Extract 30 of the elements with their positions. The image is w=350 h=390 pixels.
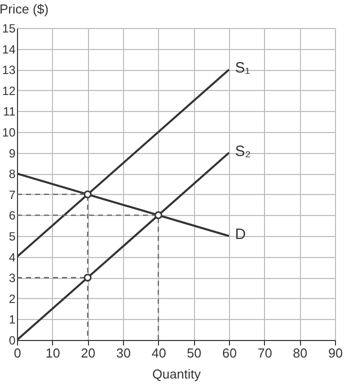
y-tick-label: 0 [8, 334, 16, 348]
y-tick-label: 6 [8, 208, 16, 223]
y-tick-label: 9 [8, 146, 16, 160]
x-tick-label: 20 [80, 346, 96, 360]
y-tick-label: 2 [8, 292, 16, 306]
x-tick-label: 30 [116, 346, 131, 360]
y-tick-label: 5 [8, 230, 16, 244]
x-tick-label: 60 [222, 346, 237, 360]
series-label: S₂ [235, 142, 252, 160]
x-tick-label: 90 [328, 346, 343, 360]
y-tick-label: 14 [2, 42, 16, 56]
y-tick-label: 3 [8, 271, 16, 286]
series-label: D [235, 226, 246, 243]
y-tick-label: 8 [8, 167, 16, 182]
y-tick-label: 15 [2, 22, 16, 36]
x-axis-title: Quantity [152, 366, 202, 382]
y-tick-label: 1 [8, 312, 16, 327]
y-tick-label: 4 [8, 250, 16, 264]
x-tick-label: 10 [46, 346, 60, 360]
y-tick-label: 13 [2, 63, 16, 78]
y-axis-title: Price ($) [0, 2, 49, 16]
y-tick-label: 10 [2, 126, 16, 140]
x-tick-label: 70 [258, 346, 272, 360]
x-tick-label: 40 [152, 346, 166, 360]
x-tick-label: 80 [292, 346, 308, 360]
series-label: S₁ [235, 60, 250, 77]
y-tick-label: 7 [8, 188, 16, 202]
y-tick-label: 12 [2, 84, 16, 98]
y-tick-label: 11 [3, 104, 16, 119]
x-tick-label: 50 [186, 346, 202, 360]
